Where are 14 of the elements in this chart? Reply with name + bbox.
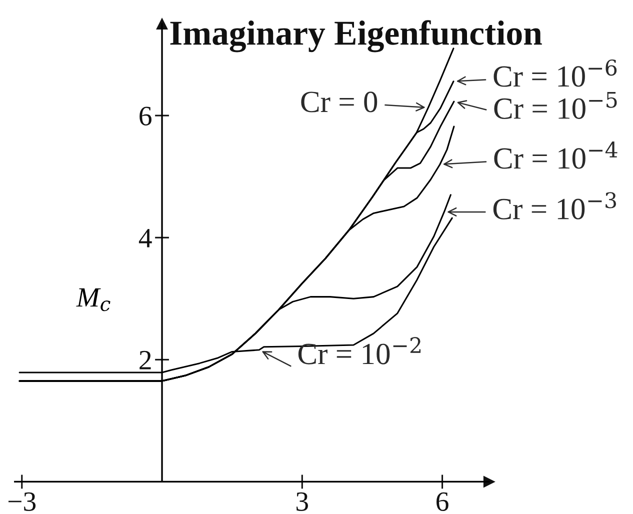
series-label: Cr = 10$^{−2}$	[298, 337, 421, 364]
y-tick-label: 2	[140, 350, 151, 370]
series-label: Cr = 0	[301, 92, 378, 112]
series-label: Cr = 10$^{−5}$	[494, 92, 617, 119]
series-label: Cr = 10$^{−6}$	[494, 60, 617, 87]
y-axis-title: M$_{c}$	[76, 288, 110, 312]
series-label: Cr = 10$^{−4}$	[494, 142, 618, 169]
y-tick-label: 6	[140, 106, 152, 126]
series-label: Cr = 10$^{−3}$	[493, 192, 616, 220]
x-tick-label: −3	[8, 492, 36, 511]
x-tick-label: 3	[296, 492, 308, 511]
y-tick-label: 4	[138, 228, 152, 248]
chart-title: Imaginary Eigenfunction	[170, 20, 542, 52]
x-tick-label: 6	[436, 492, 448, 511]
